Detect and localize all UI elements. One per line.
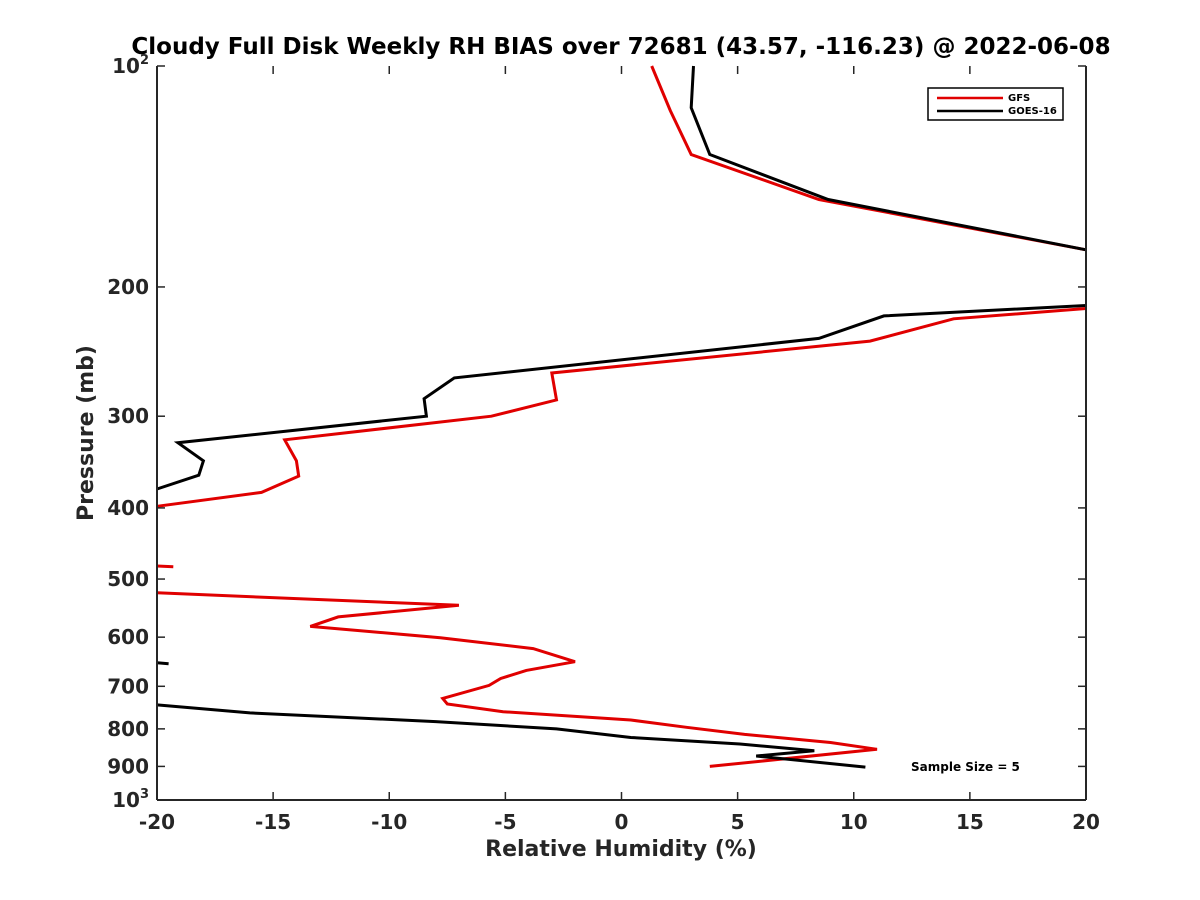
series-layer bbox=[156, 65, 1087, 769]
y-tick-label: 600 bbox=[107, 625, 149, 649]
legend-label-goes16: GOES-16 bbox=[1008, 106, 1057, 117]
x-tick-label: 0 bbox=[615, 810, 629, 834]
series-line-gfs-segment-3 bbox=[156, 591, 878, 768]
x-tick-label: 5 bbox=[731, 810, 745, 834]
plot-area bbox=[157, 66, 1086, 800]
legend-box bbox=[927, 87, 1064, 121]
x-tick-label: -5 bbox=[494, 810, 516, 834]
x-tick-label: -15 bbox=[255, 810, 291, 834]
y-tick-label: 800 bbox=[107, 717, 149, 741]
y-tick-label: 900 bbox=[107, 754, 149, 778]
series-line-gfs-segment-2 bbox=[156, 564, 174, 569]
x-tick-label: -10 bbox=[371, 810, 407, 834]
y-tick-label: 102 bbox=[112, 53, 149, 78]
x-tick-label: 10 bbox=[840, 810, 868, 834]
legend: GFS GOES-16 bbox=[927, 87, 1064, 121]
y-tick-label: 400 bbox=[107, 496, 149, 520]
y-tick-label: 500 bbox=[107, 567, 149, 591]
series-line-gfs-segment-1 bbox=[156, 307, 1087, 508]
sample-size-annotation: Sample Size = 5 bbox=[911, 760, 1020, 774]
series-line-goes16-segment-0 bbox=[689, 65, 1087, 252]
series-line-goes16-segment-3 bbox=[156, 703, 866, 769]
y-ticks: 102 200 300 400 500 600 700 800 900 103 bbox=[107, 53, 1087, 812]
x-tick-label: 20 bbox=[1072, 810, 1100, 834]
x-ticks: -20 -15 -10 -5 0 5 10 15 20 bbox=[139, 66, 1100, 834]
x-axis-label: Relative Humidity (%) bbox=[485, 837, 757, 862]
chart-title: Cloudy Full Disk Weekly RH BIAS over 726… bbox=[131, 34, 1110, 60]
x-tick-label: -20 bbox=[139, 810, 175, 834]
series-line-goes16-segment-1 bbox=[156, 304, 1087, 491]
y-tick-label: 200 bbox=[107, 275, 149, 299]
y-tick-label: 300 bbox=[107, 404, 149, 428]
series-line-goes16-segment-2 bbox=[156, 661, 169, 666]
y-tick-label: 700 bbox=[107, 674, 149, 698]
x-tick-label: 15 bbox=[956, 810, 984, 834]
y-axis-label: Pressure (mb) bbox=[74, 345, 99, 521]
legend-label-gfs: GFS bbox=[1008, 93, 1030, 104]
y-tick-label: 103 bbox=[112, 787, 149, 812]
